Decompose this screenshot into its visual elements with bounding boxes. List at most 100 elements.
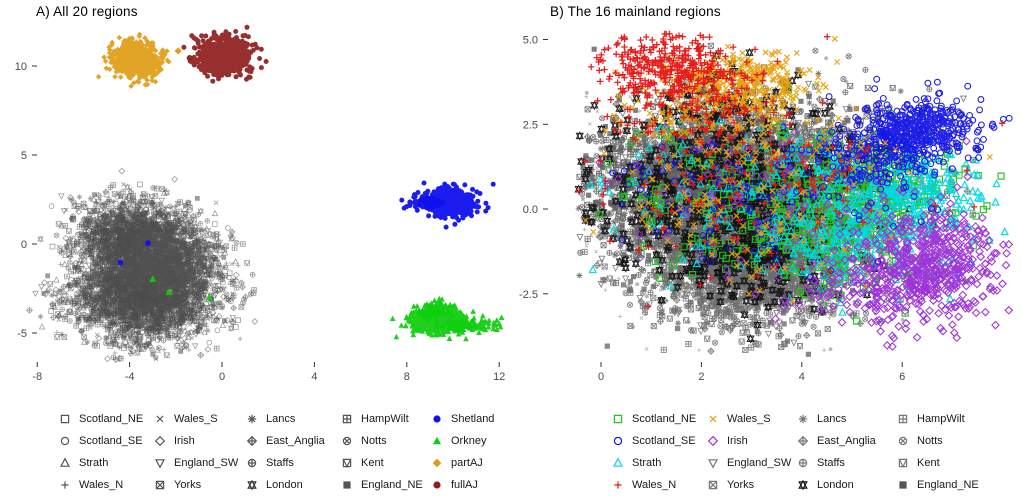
legend-label: Scotland_NE <box>79 413 144 425</box>
y-axis-tick-label: 5 <box>21 150 27 162</box>
legend-label: Orkney <box>451 435 487 447</box>
legend-item-strath: Strath <box>58 452 143 474</box>
legend-item-wales_n: Wales_N <box>58 474 143 496</box>
square-cross-icon <box>155 480 165 490</box>
legend-symbol <box>899 481 907 489</box>
legend-label: Staffs <box>817 457 845 469</box>
legend-item-england_sw: England_SW <box>153 452 238 474</box>
x-axis-tick-label: 2 <box>698 371 704 383</box>
cluster-shetland-tail <box>399 192 446 211</box>
legend-symbol <box>60 436 70 446</box>
scatter-plot-a: -8 -4 0 4 8 12 10 5 0 -5 <box>15 24 505 383</box>
legend-symbol <box>613 436 623 446</box>
filled-circle-icon <box>433 481 441 489</box>
legend-item-shetland: Shetland <box>430 408 494 430</box>
legend-label: Shetland <box>451 413 495 425</box>
legend-item-london: London <box>245 474 325 496</box>
legend-symbol <box>60 414 70 424</box>
legend-label: England_SW <box>727 457 792 469</box>
x-axis-tick-label: 12 <box>493 371 505 383</box>
legend-label: Wales_S <box>174 413 218 425</box>
legend-item-staffs: Staffs <box>245 452 325 474</box>
legend-symbol <box>61 481 69 489</box>
legend-item-hampwilt: HampWilt <box>340 408 423 430</box>
legend-label: England_NE <box>917 479 979 491</box>
legend-symbol <box>154 435 166 447</box>
x-axis-tick-label: -4 <box>125 371 135 383</box>
legend-label: Wales_N <box>79 479 124 491</box>
asterisk-icon <box>247 414 257 424</box>
legend-symbol <box>432 458 442 468</box>
legend-label: Notts <box>361 435 387 447</box>
legend-item-notts: Notts <box>340 430 423 452</box>
legend-symbol <box>798 479 808 491</box>
filled-triangle-icon <box>433 436 441 445</box>
x-axis-tick-label: 4 <box>799 371 805 383</box>
legend-item-partaj: partAJ <box>430 452 494 474</box>
legend-label: Wales_S <box>727 413 771 425</box>
legend-symbol <box>707 435 719 447</box>
legend-column: Shetland Orkney partAJ fullAJ <box>430 408 494 496</box>
legend-symbol <box>343 481 351 489</box>
legend-symbol <box>709 415 717 423</box>
legend-symbol <box>433 481 441 489</box>
outlier-point <box>145 240 151 246</box>
square-cross-icon <box>708 480 718 490</box>
legend-item-east_anglia: East_Anglia <box>796 430 876 452</box>
outlier-point <box>186 55 193 61</box>
cluster-scotland-se-scatter <box>609 93 972 281</box>
legend-item-orkney: Orkney <box>430 430 494 452</box>
legend-item-england_sw: England_SW <box>706 452 791 474</box>
legend-symbol <box>156 415 164 423</box>
legend-label: Irish <box>174 435 195 447</box>
legend-label: Kent <box>917 457 940 469</box>
legend-symbol <box>613 414 623 424</box>
legend-symbol <box>155 459 165 469</box>
legend-item-irish: Irish <box>706 430 791 452</box>
legend-item-kent: Kent <box>896 452 979 474</box>
cluster-irish-core <box>835 192 1014 351</box>
legend-item-lancs: Lancs <box>796 408 876 430</box>
legend-label: Irish <box>727 435 748 447</box>
legend-label: HampWilt <box>917 413 965 425</box>
legend-symbol <box>798 458 808 468</box>
square-icon <box>60 414 70 424</box>
legend-item-london: London <box>796 474 876 496</box>
y-axis-tick-label: 0.0 <box>523 204 538 216</box>
legend-item-east_anglia: East_Anglia <box>245 430 325 452</box>
circle-icon <box>60 436 70 446</box>
legend-label: London <box>266 479 303 491</box>
legend-symbol <box>155 480 165 490</box>
cluster-orkney-bump <box>410 295 458 327</box>
panel-b-title: B) The 16 mainland regions <box>550 4 721 19</box>
legend-label: England_SW <box>174 457 239 469</box>
diamond-plus-icon <box>797 435 809 447</box>
square-plus-icon <box>898 414 908 424</box>
outlier-point <box>174 47 182 55</box>
y-axis-tick-label: -2.5 <box>519 289 538 301</box>
filled-diamond-icon <box>432 458 442 468</box>
x-axis-tick-label: 6 <box>899 371 905 383</box>
legend-label: East_Anglia <box>266 435 325 447</box>
legend-column: Wales_S Irish England_SW Yorks <box>153 408 238 496</box>
legend-symbol <box>342 436 352 446</box>
star-of-david-icon <box>247 479 257 491</box>
legend-item-scotland_se: Scotland_SE <box>58 430 143 452</box>
outlier-point <box>205 293 213 301</box>
diamond-icon <box>154 435 166 447</box>
legend-item-scotland_ne: Scotland_NE <box>58 408 143 430</box>
cluster-shetland-core <box>414 180 496 230</box>
cross-icon <box>156 415 164 423</box>
legend-label: Lancs <box>817 413 847 425</box>
cluster-wales-n-scatter <box>575 90 1006 310</box>
star-of-david-icon <box>798 479 808 491</box>
circle-cross-icon <box>342 436 352 446</box>
x-axis-tick-label: -8 <box>32 371 42 383</box>
legend-item-staffs: Staffs <box>796 452 876 474</box>
y-axis-tick-label: 2.5 <box>523 119 538 131</box>
plus-icon <box>614 481 622 489</box>
legend-symbol <box>708 459 718 469</box>
legend-item-yorks: Yorks <box>153 474 238 496</box>
triangle-down-icon <box>708 459 718 469</box>
cluster-grey-lower <box>591 187 898 357</box>
